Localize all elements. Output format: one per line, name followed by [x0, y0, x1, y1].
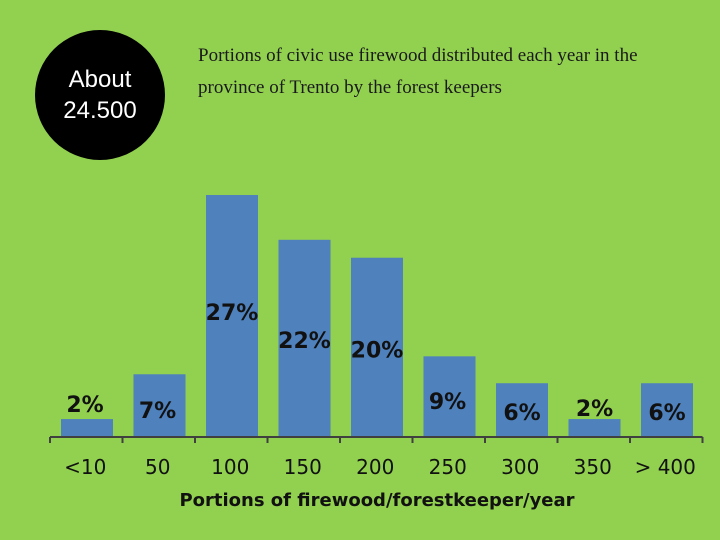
bar-0 — [61, 419, 113, 437]
data-labels-group: 2% 7% 27% 22% 20% 9% 6% 2% 6% — [66, 301, 685, 426]
data-label-8: 6% — [648, 401, 685, 426]
tick-label-4: 200 — [356, 455, 394, 479]
bar-3 — [278, 239, 331, 437]
data-label-4: 20% — [351, 339, 404, 364]
bar-1 — [133, 374, 186, 437]
data-label-3: 22% — [278, 329, 331, 354]
bar-2 — [206, 195, 258, 437]
bar-7 — [568, 419, 621, 437]
tick-label-6: 300 — [501, 455, 539, 479]
badge-line-1: About — [68, 66, 132, 93]
bar-5 — [423, 356, 476, 437]
bar-8 — [641, 383, 693, 437]
chart-title: Portions of civic use firewood distribut… — [198, 40, 698, 104]
data-label-1: 7% — [139, 399, 176, 424]
tick-label-2: 100 — [211, 455, 249, 479]
data-label-6: 6% — [503, 401, 540, 426]
tick-label-8: > 400 — [635, 455, 696, 479]
bar-4 — [351, 257, 403, 437]
bars-group — [61, 195, 693, 437]
x-axis — [49, 436, 704, 443]
tick-label-7: 350 — [574, 455, 612, 479]
data-label-5: 9% — [429, 390, 466, 415]
tick-label-3: 150 — [284, 455, 322, 479]
total-badge: About 24.500 — [35, 30, 165, 160]
data-label-0: 2% — [66, 393, 103, 418]
x-axis-title: Portions of firewood/forestkeeper/year — [179, 490, 574, 511]
bar-6 — [496, 383, 548, 437]
data-label-2: 27% — [206, 301, 259, 326]
tick-label-5: 250 — [429, 455, 467, 479]
badge-line-2: 24.500 — [63, 97, 137, 124]
chart-title-line-2: province of Trento by the forest keepers — [198, 77, 502, 98]
tick-label-0: <10 — [64, 455, 106, 479]
tick-labels-group: <10 50 100 150 200 250 300 350 > 400 — [64, 455, 696, 479]
tick-label-1: 50 — [145, 455, 170, 479]
data-label-7: 2% — [576, 397, 613, 422]
chart-title-line-1: Portions of civic use firewood distribut… — [198, 45, 638, 66]
